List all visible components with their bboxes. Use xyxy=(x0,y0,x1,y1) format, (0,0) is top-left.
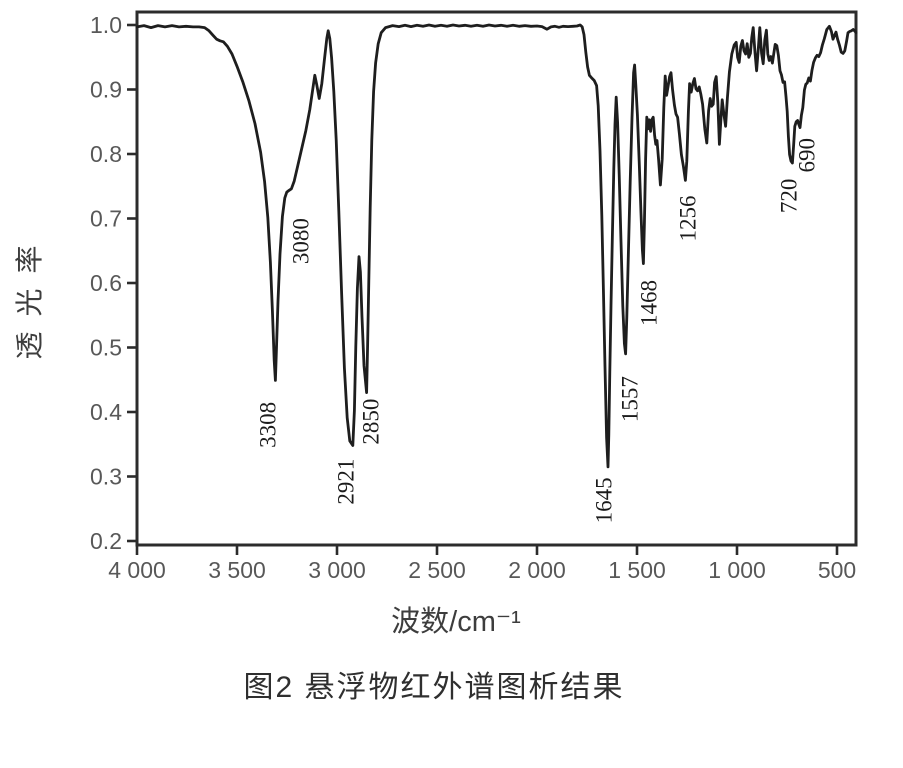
x-tick-label: 1 500 xyxy=(608,557,666,583)
x-tick-label: 500 xyxy=(818,557,856,583)
x-tick-label: 2 500 xyxy=(408,557,466,583)
y-tick-label: 0.6 xyxy=(90,270,122,296)
y-tick-label: 0.7 xyxy=(90,206,122,232)
x-axis-ticks: 4 000 3 500 3 000 2 500 2 000 1 500 1 000 500 xyxy=(108,545,856,583)
peak-label-3308: 3308 xyxy=(256,402,281,448)
x-tick-label: 4 000 xyxy=(108,557,166,583)
peak-label-1645: 1645 xyxy=(592,477,617,523)
figure-caption: 图2 悬浮物红外谱图析结果 xyxy=(243,671,625,704)
plot-frame xyxy=(135,10,858,547)
peak-label-2921: 2921 xyxy=(334,459,359,505)
peak-label-690: 690 xyxy=(795,138,820,173)
ir-spectrum-chart: 1.0 0.9 0.8 0.7 0.6 0.5 0.4 0.3 0.2 4 000 3 500 3 … xyxy=(90,10,858,583)
peak-label-1256: 1256 xyxy=(676,196,701,242)
y-axis-ticks: 1.0 0.9 0.8 0.7 0.6 0.5 0.4 0.3 0.2 xyxy=(90,12,137,554)
peak-label-3080: 3080 xyxy=(289,218,314,264)
x-tick-label: 3 500 xyxy=(208,557,266,583)
y-axis-title: 透光率 xyxy=(14,230,45,360)
peak-label-1557: 1557 xyxy=(618,376,643,422)
y-tick-label: 0.9 xyxy=(90,77,122,103)
peak-label-720: 720 xyxy=(777,179,802,214)
y-tick-label: 0.4 xyxy=(90,399,122,425)
peak-label-2850: 2850 xyxy=(359,399,384,445)
y-tick-label: 1.0 xyxy=(90,12,122,38)
spectrum-curve xyxy=(135,23,858,469)
y-tick-label: 0.2 xyxy=(90,528,122,554)
y-tick-label: 0.8 xyxy=(90,141,122,167)
peak-label-1468: 1468 xyxy=(637,280,662,326)
y-tick-label: 0.3 xyxy=(90,464,122,490)
x-tick-label: 2 000 xyxy=(508,557,566,583)
x-axis-title: 波数/cm⁻¹ xyxy=(391,606,521,638)
x-tick-label: 3 000 xyxy=(308,557,366,583)
x-tick-label: 1 000 xyxy=(708,557,766,583)
y-tick-label: 0.5 xyxy=(90,335,122,361)
